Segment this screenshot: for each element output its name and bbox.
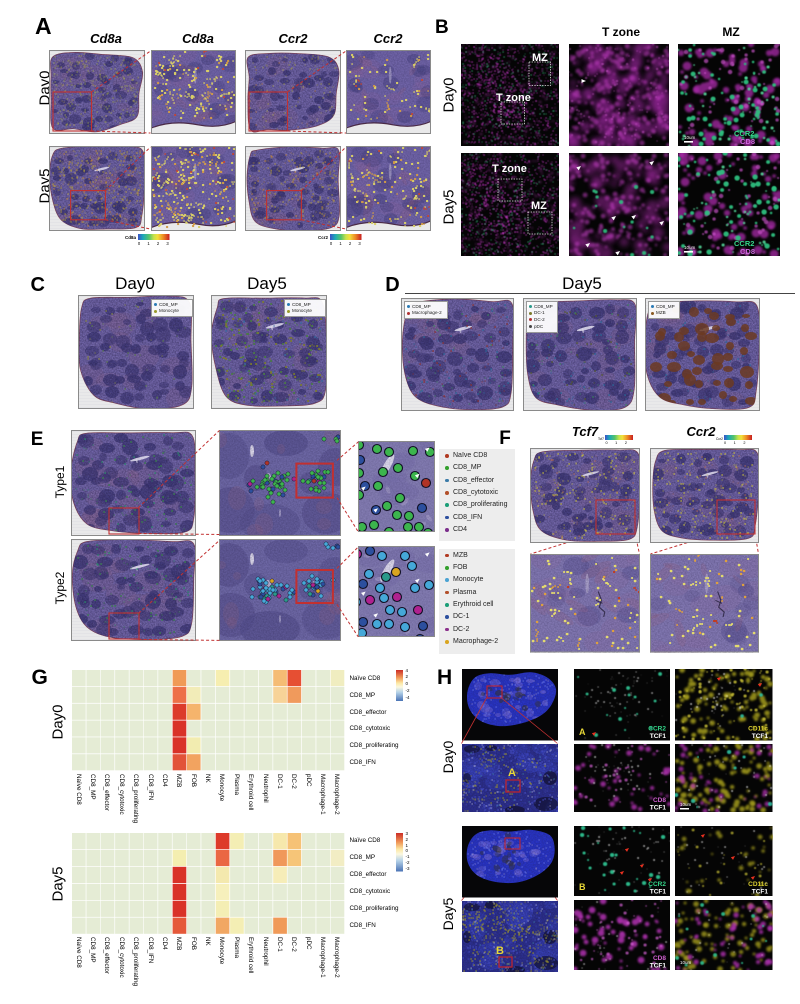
svg-text:CD8: CD8 <box>740 247 755 256</box>
svg-text:CD11c: CD11c <box>748 881 768 888</box>
svg-text:CCR2: CCR2 <box>648 881 666 888</box>
svg-text:10um: 10um <box>684 245 696 250</box>
svg-text:B: B <box>579 882 586 892</box>
svg-text:TCF1: TCF1 <box>649 804 666 811</box>
svg-text:A: A <box>508 767 516 779</box>
svg-text:CCR2: CCR2 <box>734 129 754 138</box>
svg-text:T zone: T zone <box>496 92 531 104</box>
svg-text:TCF1: TCF1 <box>752 733 769 740</box>
svg-text:CCR2: CCR2 <box>734 239 754 248</box>
svg-text:CD8: CD8 <box>740 137 755 146</box>
svg-text:TCF1: TCF1 <box>649 962 666 969</box>
svg-text:B: B <box>496 945 504 957</box>
svg-text:TCF1: TCF1 <box>752 889 769 896</box>
svg-text:CD11c: CD11c <box>748 726 768 733</box>
svg-text:MZ: MZ <box>531 200 547 212</box>
svg-text:CD8: CD8 <box>652 797 665 804</box>
svg-text:T zone: T zone <box>492 163 527 175</box>
svg-text:MZ: MZ <box>532 52 548 64</box>
svg-text:CD8: CD8 <box>652 955 665 962</box>
svg-text:10um: 10um <box>680 802 692 807</box>
svg-text:TCF1: TCF1 <box>649 889 666 896</box>
svg-text:CCR2: CCR2 <box>648 726 666 733</box>
svg-text:10um: 10um <box>684 135 696 140</box>
svg-text:A: A <box>579 727 586 737</box>
svg-text:10um: 10um <box>680 960 692 965</box>
svg-text:TCF1: TCF1 <box>649 733 666 740</box>
